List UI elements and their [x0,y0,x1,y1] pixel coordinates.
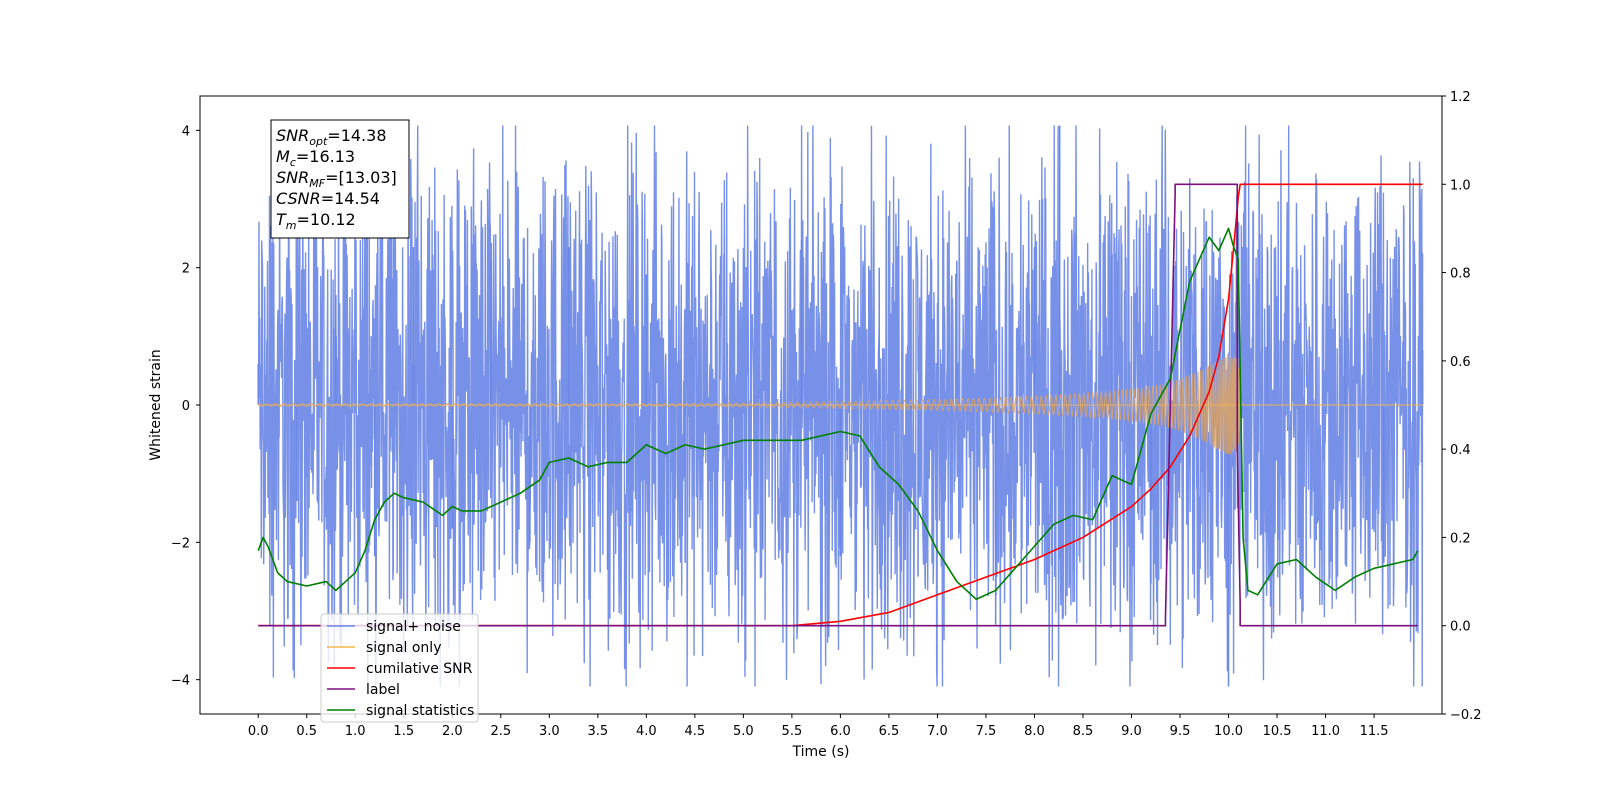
annotation-symbol: M [276,147,290,166]
annotation-value: =10.12 [297,210,356,229]
y-tick-label: 2 [182,262,190,277]
annotation-line: CSNR=14.54 [276,189,380,208]
legend-frame [320,613,479,723]
x-tick-label: 1.5 [393,724,414,739]
legend-entry: signal statistics [366,703,474,719]
annotation-value: =14.54 [321,189,380,208]
x-tick-label: 2.0 [442,724,463,739]
y-tick-label: 4 [182,124,190,139]
annotation-line: Tm=10.12 [276,210,356,232]
annotation-subscript: c [290,156,296,169]
x-tick-label: 3.5 [587,724,608,739]
series-signal-statistics [257,227,1419,601]
annotation-symbol: SNR [276,126,309,145]
x-tick-label: 11.0 [1311,724,1340,739]
annotation-line: SNRMF=[13.03] [276,168,397,190]
x-tick-label: 3.0 [539,724,560,739]
series-cumulative-snr [258,183,1423,627]
x-tick-label: 2.5 [490,724,511,739]
annotation-line: SNRopt=14.38 [276,126,387,148]
x-tick-label: 4.5 [685,724,706,739]
legend-entry: cumilative SNR [366,661,473,677]
legend: signal+ noise signal only cumilative SNR la… [320,613,479,723]
y2-tick-label: 0.6 [1450,355,1471,370]
annotation-subscript: m [286,219,297,232]
annotation-value: =14.38 [327,126,386,145]
legend-entry: label [366,682,400,698]
y2-tick-label: −0.2 [1450,708,1482,723]
annotation-subscript: opt [309,135,328,148]
x-tick-label: 9.5 [1170,724,1191,739]
annotation-symbol: SNR [276,168,309,187]
x-tick-label: 1.0 [345,724,366,739]
legend-entry: signal only [366,640,441,656]
y2-tick-label: 0.8 [1450,267,1471,282]
x-axis-label: Time (s) [792,744,850,760]
y-tick-label: −2 [171,536,190,551]
y-axis-right: 1.2 1.0 0.8 0.6 0.4 0.2 0.0 −0.2 [1442,90,1482,723]
x-tick-label: 0.0 [248,724,269,739]
series-signal-only [257,353,1423,455]
x-axis: 0.0 0.5 1.0 1.5 2.0 2.5 3.0 3.5 4.0 4.5 5.0 5.5 6.0 6… [248,714,1389,739]
x-tick-label: 4.0 [636,724,657,739]
y2-tick-label: 0.4 [1450,443,1471,458]
x-tick-label: 6.5 [879,724,900,739]
x-tick-label: 11.5 [1360,724,1389,739]
annotation-line: Mc=16.13 [276,147,355,169]
y2-tick-label: 0.0 [1450,620,1471,635]
x-tick-label: 10.5 [1263,724,1292,739]
annotation-frame [270,119,410,239]
x-tick-label: 10.0 [1214,724,1243,739]
x-tick-label: 5.0 [733,724,754,739]
series-label [258,183,1418,627]
y-axis-label: Whitened strain [148,349,164,460]
annotation-value: =[13.03] [325,168,397,187]
x-tick-label: 9.0 [1121,724,1142,739]
series-layer [257,125,1424,687]
annotation-value: =16.13 [296,147,355,166]
x-tick-label: 7.0 [927,724,948,739]
x-tick-label: 0.5 [296,724,317,739]
annotation-symbol: T [276,210,287,229]
x-tick-label: 8.0 [1024,724,1045,739]
x-tick-label: 6.0 [830,724,851,739]
annotation-symbol: CSNR [276,189,321,208]
y2-tick-label: 1.2 [1450,90,1471,105]
y-tick-label: −4 [171,674,190,689]
y2-tick-label: 1.0 [1450,178,1471,193]
x-tick-label: 8.5 [1073,724,1094,739]
y2-tick-label: 0.2 [1450,531,1471,546]
legend-entry: signal+ noise [366,619,461,635]
metrics-annotation-box: SNRopt=14.38Mc=16.13SNRMF=[13.03]CSNR=14… [270,119,410,239]
y-tick-label: 0 [182,399,190,414]
y-axis-left: 4 2 0 −2 −4 [171,124,200,689]
x-tick-label: 5.5 [782,724,803,739]
x-tick-label: 7.5 [976,724,997,739]
annotation-subscript: MF [309,177,325,190]
